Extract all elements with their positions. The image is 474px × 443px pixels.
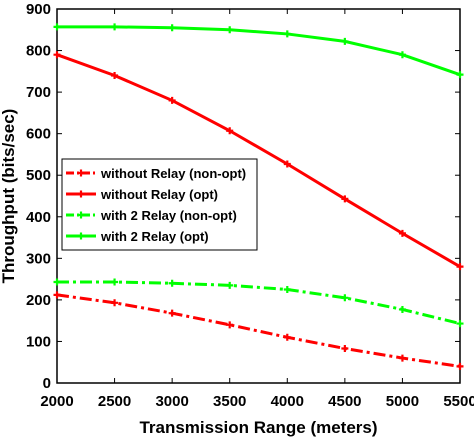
x-tick-label: 4000 xyxy=(271,393,304,410)
data-point xyxy=(456,263,464,271)
y-tick-label: 500 xyxy=(26,167,51,184)
y-tick-label: 700 xyxy=(26,84,51,101)
data-point xyxy=(341,37,349,45)
y-tick-label: 900 xyxy=(26,1,51,18)
y-tick-label: 100 xyxy=(26,333,51,350)
legend-label: without Relay (non-opt) xyxy=(100,166,246,181)
data-point xyxy=(168,309,176,317)
series xyxy=(53,51,464,271)
y-tick-label: 200 xyxy=(26,292,51,309)
data-point xyxy=(398,229,406,237)
y-tick-label: 0 xyxy=(43,375,51,392)
data-point xyxy=(111,299,119,307)
x-axis-label: Transmission Range (meters) xyxy=(139,418,377,437)
data-point xyxy=(283,30,291,38)
legend-label: without Relay (opt) xyxy=(100,187,218,202)
x-tick-label: 5000 xyxy=(386,393,419,410)
data-point xyxy=(456,362,464,370)
data-point xyxy=(283,160,291,168)
series xyxy=(53,278,464,328)
y-tick-label: 300 xyxy=(26,250,51,267)
data-point xyxy=(77,169,85,177)
data-point xyxy=(456,320,464,328)
data-point xyxy=(456,71,464,79)
series xyxy=(53,291,464,370)
series xyxy=(53,23,464,79)
data-point xyxy=(77,190,85,198)
plot-area xyxy=(53,23,464,370)
x-tick-label: 4500 xyxy=(328,393,361,410)
y-axis-label: Throughput (bits/sec) xyxy=(0,109,18,284)
data-point xyxy=(168,96,176,104)
legend: without Relay (non-opt) without Relay (op… xyxy=(61,158,258,251)
y-tick-label: 600 xyxy=(26,126,51,143)
series-line xyxy=(57,280,461,326)
series-line xyxy=(56,53,461,268)
data-point xyxy=(168,24,176,32)
data-point xyxy=(341,294,349,302)
y-tick-label: 800 xyxy=(26,43,51,60)
data-point xyxy=(341,195,349,203)
data-point xyxy=(53,291,61,299)
data-point xyxy=(111,278,119,286)
series-line xyxy=(57,25,461,77)
plot-frame xyxy=(56,8,461,384)
legend-label: with 2 Relay (opt) xyxy=(100,229,209,244)
legend-label: with 2 Relay (non-opt) xyxy=(100,208,237,223)
x-tick-label: 5500 xyxy=(443,393,474,410)
data-point xyxy=(341,345,349,353)
data-point xyxy=(398,354,406,362)
y-tick-label: 400 xyxy=(26,209,51,226)
data-point xyxy=(53,278,61,286)
data-point xyxy=(53,23,61,31)
axes: 2000 2500 3000 3500 4000 4500 5000 5500 0 100 200 3… xyxy=(26,1,474,410)
data-point xyxy=(283,333,291,341)
data-point xyxy=(168,279,176,287)
series-line xyxy=(56,293,461,368)
data-point xyxy=(226,281,234,289)
data-point xyxy=(226,321,234,329)
data-point xyxy=(111,23,119,31)
data-point xyxy=(77,232,85,240)
x-tick-label: 2500 xyxy=(98,393,131,410)
data-point xyxy=(226,26,234,34)
data-point xyxy=(398,51,406,59)
x-tick-label: 3500 xyxy=(213,393,246,410)
data-point xyxy=(398,305,406,313)
data-point xyxy=(283,286,291,293)
data-point xyxy=(111,71,119,79)
x-tick-label: 2000 xyxy=(40,393,73,410)
data-point xyxy=(77,211,85,219)
x-tick-label: 3000 xyxy=(155,393,188,410)
data-point xyxy=(226,127,234,135)
data-point xyxy=(53,51,61,59)
